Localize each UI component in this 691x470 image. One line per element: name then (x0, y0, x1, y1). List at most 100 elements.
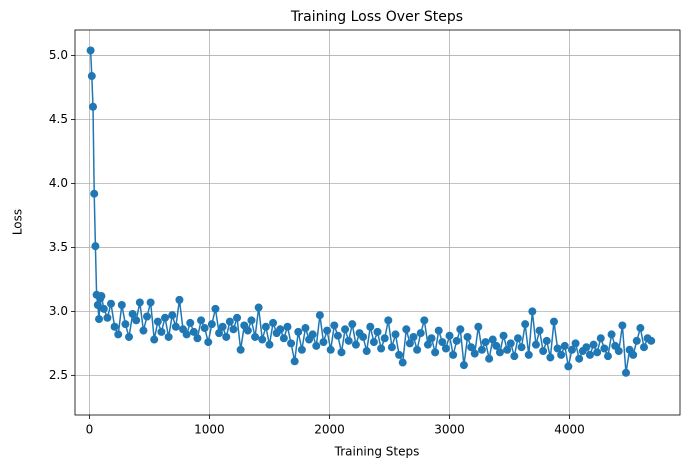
loss-point (632, 336, 641, 345)
loss-point (139, 326, 148, 335)
x-tick-label: 2000 (314, 423, 345, 437)
loss-point (89, 102, 98, 111)
loss-point (348, 320, 357, 329)
loss-point (431, 348, 440, 357)
loss-point (373, 327, 382, 336)
loss-point (153, 317, 162, 326)
loss-point (135, 298, 144, 307)
loss-point (420, 316, 429, 325)
loss-point (222, 332, 231, 341)
loss-point (337, 348, 346, 357)
loss-point (481, 338, 490, 347)
loss-point (621, 368, 630, 377)
loss-point (477, 345, 486, 354)
loss-point (564, 362, 573, 371)
loss-point (593, 348, 602, 357)
loss-point (236, 345, 245, 354)
loss-point (467, 343, 476, 352)
loss-point (398, 358, 407, 367)
loss-point (377, 344, 386, 353)
loss-point (333, 331, 342, 340)
loss-point (128, 309, 137, 318)
x-tick-label: 3000 (434, 423, 465, 437)
y-tick-label: 3.0 (49, 304, 68, 318)
plot-frame (74, 29, 681, 416)
loss-point (549, 317, 558, 326)
loss-point (495, 348, 504, 357)
loss-point (459, 361, 468, 370)
loss-point (567, 345, 576, 354)
loss-point (308, 330, 317, 339)
loss-point (164, 332, 173, 341)
loss-point (276, 325, 285, 334)
loss-point (463, 332, 472, 341)
loss-point (449, 350, 458, 359)
loss-point (369, 338, 378, 347)
loss-point (95, 315, 104, 324)
loss-point (441, 344, 450, 353)
loss-point (434, 326, 443, 335)
x-tick-label: 4000 (554, 423, 585, 437)
y-tick-label: 4.0 (49, 176, 68, 190)
y-axis-label: Loss (11, 209, 25, 235)
loss-point (344, 336, 353, 345)
loss-point (323, 326, 332, 335)
loss-point (531, 340, 540, 349)
loss-point (204, 338, 213, 347)
loss-point (146, 298, 155, 307)
loss-point (499, 331, 508, 340)
loss-point (86, 46, 95, 55)
loss-point (413, 345, 422, 354)
loss-point (193, 334, 202, 343)
loss-point (510, 352, 519, 361)
loss-point (528, 307, 537, 316)
loss-point (387, 343, 396, 352)
loss-point (553, 344, 562, 353)
loss-point (125, 332, 134, 341)
loss-point (90, 189, 99, 198)
loss-point (265, 340, 274, 349)
loss-point (445, 331, 454, 340)
loss-point (107, 299, 116, 308)
loss-point (243, 326, 252, 335)
loss-point (143, 312, 152, 321)
loss-point (132, 316, 141, 325)
loss-point (513, 334, 522, 343)
loss-point (521, 320, 530, 329)
y-tick-label: 4.5 (49, 112, 68, 126)
loss-point (488, 335, 497, 344)
loss-point (506, 339, 515, 348)
loss-point (287, 339, 296, 348)
loss-point (589, 340, 598, 349)
loss-point (258, 335, 267, 344)
loss-point (290, 357, 299, 366)
loss-point (171, 322, 180, 331)
loss-point (200, 324, 209, 333)
x-tick-label: 1000 (194, 423, 225, 437)
loss-point (103, 313, 112, 322)
loss-point (503, 345, 512, 354)
loss-point (283, 322, 292, 331)
loss-point (575, 354, 584, 363)
y-tick-label: 5.0 (49, 48, 68, 62)
loss-point (470, 349, 479, 358)
loss-point (247, 316, 256, 325)
loss-point (233, 313, 242, 322)
loss-point (366, 322, 375, 331)
loss-point (97, 292, 106, 301)
loss-point (524, 350, 533, 359)
loss-point (456, 325, 465, 334)
loss-point (535, 326, 544, 335)
loss-point (452, 336, 461, 345)
loss-point (618, 321, 627, 330)
loss-point (297, 345, 306, 354)
loss-point (312, 341, 321, 350)
loss-point (492, 341, 501, 350)
loss-point (218, 322, 227, 331)
loss-point (571, 339, 580, 348)
loss-point (294, 327, 303, 336)
loss-point (362, 347, 371, 356)
loss-point (161, 313, 170, 322)
loss-point (150, 335, 159, 344)
